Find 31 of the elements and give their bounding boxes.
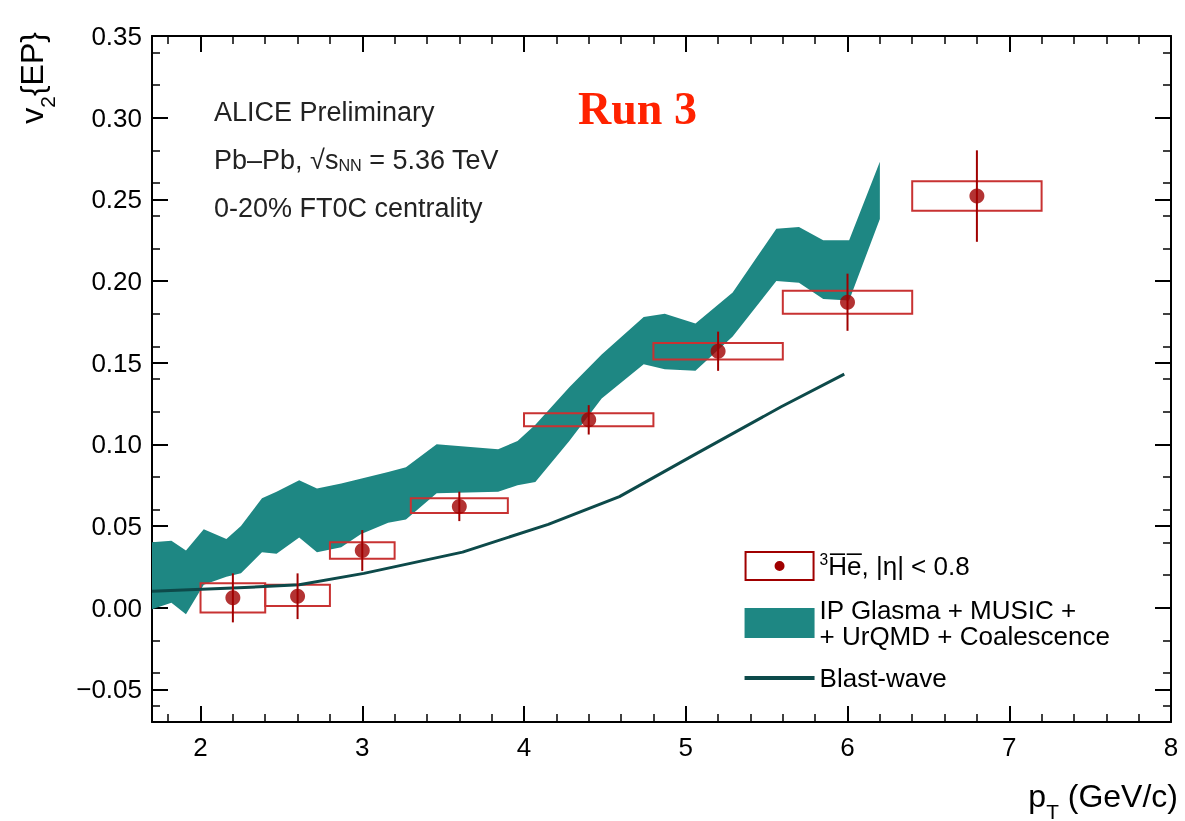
annotation: Pb–Pb, √sNN = 5.36 TeV — [214, 144, 499, 175]
x-tick-label: 4 — [516, 732, 532, 762]
y-tick-label: 0.10 — [91, 429, 142, 460]
point — [969, 188, 985, 204]
x-tick-label: 5 — [678, 732, 693, 762]
y-tick-label: −0.05 — [76, 674, 142, 705]
x-tick-label: 2 — [193, 732, 208, 762]
x-tick-label: 8 — [1163, 732, 1179, 762]
x-tick-label: 6 — [840, 732, 855, 762]
point — [710, 343, 726, 359]
y-tick-label: 0.30 — [91, 102, 142, 133]
y-tick-label: 0.25 — [91, 184, 142, 215]
x-tick-label: 7 — [1002, 732, 1017, 762]
annotation: Run 3 — [578, 82, 697, 134]
point — [581, 412, 597, 428]
point — [451, 498, 467, 514]
legend-label: IP Glasma + MUSIC + + UrQMD + Coalescence — [819, 595, 1111, 651]
legend-label: Blast-wave — [819, 663, 947, 693]
y-tick-label: 0.35 — [91, 21, 142, 51]
point — [354, 543, 370, 558]
point — [290, 588, 306, 604]
y-tick-label: 0.00 — [91, 592, 142, 623]
point — [225, 590, 241, 606]
y-tick-label: 0.15 — [91, 347, 142, 378]
y-tick-label: 0.20 — [91, 266, 142, 296]
point — [840, 294, 856, 310]
y-axis-title: v2{EP} — [14, 31, 59, 124]
annotation: 0-20% FT0C centrality — [214, 192, 484, 223]
x-tick-label: 3 — [355, 732, 370, 762]
annotation: ALICE Preliminary — [214, 96, 436, 127]
y-tick-label: 0.05 — [91, 511, 142, 541]
